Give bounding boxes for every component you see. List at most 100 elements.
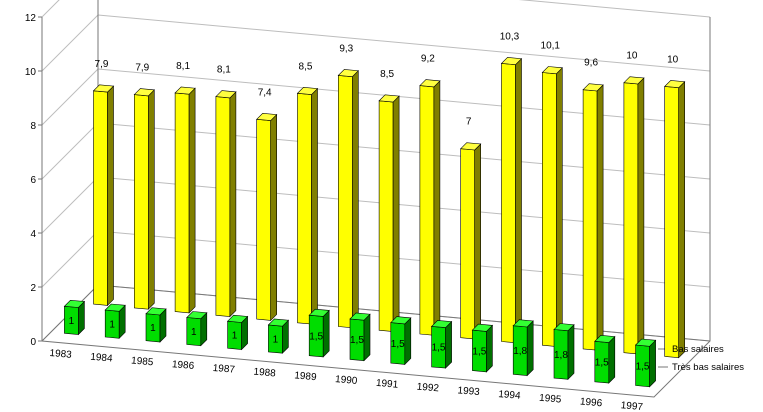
bar-side-face xyxy=(649,339,656,388)
bar-side-face xyxy=(311,87,318,325)
x-category-label: 1986 xyxy=(171,359,195,372)
bar-bas-salaires xyxy=(256,112,278,322)
bar-top-face xyxy=(267,318,290,327)
bar-front-face xyxy=(215,96,231,317)
bar-side-face xyxy=(474,143,482,340)
bar-front-face xyxy=(460,148,476,340)
data-label: 10 xyxy=(626,51,638,62)
bar-side-face xyxy=(363,313,371,362)
bar-bas-salaires xyxy=(419,79,441,337)
bar-side-face xyxy=(637,77,645,355)
bar-top-face xyxy=(390,316,412,325)
bar-top-face xyxy=(419,79,441,88)
bar-top-face xyxy=(256,112,278,121)
data-label: 1 xyxy=(191,327,197,338)
data-label: 1 xyxy=(232,331,238,342)
bar-top-face xyxy=(104,303,126,312)
bar-bas-salaires xyxy=(133,88,155,310)
bar-top-face xyxy=(186,311,208,320)
bar-tres-bas-salaires xyxy=(512,319,534,377)
x-category-label: 1993 xyxy=(457,385,481,398)
bars xyxy=(63,57,686,388)
y-tick-label: 0 xyxy=(30,337,36,348)
bar-side-face xyxy=(433,80,441,337)
bar-side-face xyxy=(608,335,616,384)
data-label: 10,1 xyxy=(541,41,561,52)
bar-tres-bas-salaires xyxy=(267,318,290,354)
x-category-label: 1983 xyxy=(49,348,73,361)
bar-tres-bas-salaires xyxy=(594,334,616,384)
data-label: 10,3 xyxy=(500,31,520,42)
bar-front-face xyxy=(93,90,108,306)
bar-top-face xyxy=(308,308,330,317)
bar-bas-salaires xyxy=(582,83,604,351)
bar-top-face xyxy=(623,76,645,85)
bar-top-face xyxy=(215,90,237,99)
bar-tres-bas-salaires xyxy=(471,323,494,373)
bar-top-face xyxy=(63,299,86,308)
bar-side-face xyxy=(445,320,452,369)
gridline-back xyxy=(97,230,711,288)
bar-side-face xyxy=(567,323,575,381)
bar-front-face xyxy=(582,89,598,351)
legend-entry: Très bas salaires xyxy=(672,362,744,373)
gridline-back xyxy=(97,68,711,126)
bar-top-face xyxy=(349,312,371,321)
bar-tres-bas-salaires xyxy=(308,308,330,358)
bar-top-face xyxy=(430,320,453,328)
gridline-side xyxy=(41,0,60,18)
bar-bas-salaires xyxy=(296,86,319,325)
bar-top-face xyxy=(145,307,167,316)
data-label: 9,2 xyxy=(421,54,435,65)
data-label: 7,4 xyxy=(258,87,272,98)
bar-front-face xyxy=(378,100,394,332)
x-category-label: 1989 xyxy=(294,370,318,383)
gridline-back xyxy=(97,14,711,72)
y-tick-label: 10 xyxy=(25,67,37,78)
bar-bas-salaires xyxy=(215,90,237,318)
bar-side-face xyxy=(188,87,196,314)
bar-side-face xyxy=(107,85,114,307)
bar-top-face xyxy=(500,57,523,66)
gridline-side xyxy=(41,122,99,180)
x-category-label: 1984 xyxy=(90,352,114,365)
bar-top-face xyxy=(634,338,657,347)
bar-top-face xyxy=(582,83,604,92)
bar-front-face xyxy=(623,82,639,355)
bar-front-face xyxy=(664,86,680,359)
data-label: 1,8 xyxy=(554,350,568,361)
bar-front-face xyxy=(174,92,190,314)
bar-top-face xyxy=(133,88,155,97)
data-label: 8,5 xyxy=(380,69,394,80)
bar-top-face xyxy=(378,94,400,103)
data-label: 7,9 xyxy=(135,63,149,74)
bar-top-face xyxy=(92,84,115,93)
bar-side-face xyxy=(148,89,155,310)
y-tick-label: 8 xyxy=(30,121,36,132)
data-label: 1,5 xyxy=(309,331,323,342)
bar-top-face xyxy=(337,69,359,78)
bar-side-face xyxy=(678,80,686,359)
data-label: 8,1 xyxy=(176,61,190,72)
bar-top-face xyxy=(541,66,563,75)
bar-tres-bas-salaires xyxy=(104,303,126,340)
bar-top-face xyxy=(664,80,686,89)
bar-tres-bas-salaires xyxy=(553,323,575,381)
bar-tres-bas-salaires xyxy=(430,320,453,369)
x-category-label: 1995 xyxy=(539,393,563,406)
gridline-back xyxy=(97,176,711,234)
data-label: 1 xyxy=(109,319,115,330)
bar-bas-salaires xyxy=(92,84,115,307)
bar-tres-bas-salaires xyxy=(390,316,412,366)
bar-side-face xyxy=(351,69,359,329)
data-label: 1,8 xyxy=(513,346,527,357)
bar-bas-salaires xyxy=(664,80,686,359)
bar-side-face xyxy=(486,324,493,373)
bar-top-face xyxy=(512,319,534,328)
x-category-label: 1990 xyxy=(335,374,359,387)
bar-bas-salaires xyxy=(500,57,523,344)
y-tick-label: 4 xyxy=(30,229,36,240)
gridline-side xyxy=(41,176,99,234)
bar-top-face xyxy=(553,323,575,332)
